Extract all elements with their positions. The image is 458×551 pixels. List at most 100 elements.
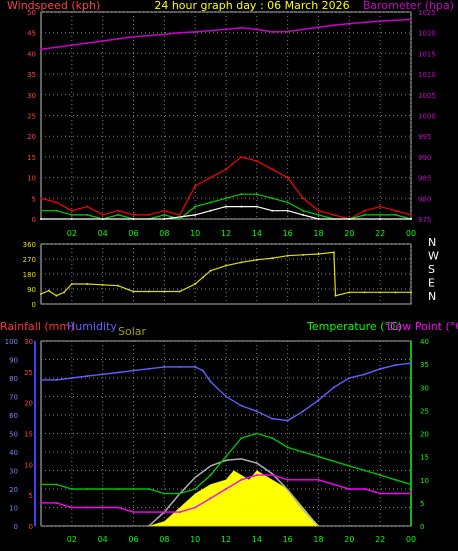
data-point bbox=[209, 29, 212, 32]
data-point bbox=[240, 155, 243, 158]
data-point bbox=[255, 410, 258, 413]
data-point bbox=[379, 492, 382, 495]
x-tick-label: 08 bbox=[159, 535, 169, 544]
x-tick-label: 20 bbox=[344, 229, 354, 238]
data-point bbox=[410, 213, 412, 216]
data-point bbox=[363, 209, 366, 212]
solar-max-line bbox=[148, 458, 320, 527]
humidity-tick-label: 20 bbox=[9, 486, 18, 494]
data-point bbox=[348, 464, 351, 467]
data-point bbox=[55, 201, 58, 204]
y2-tick-label: 975 bbox=[418, 216, 431, 224]
data-point bbox=[286, 201, 289, 204]
y-tick-label: 50 bbox=[27, 9, 36, 17]
data-point bbox=[194, 30, 197, 33]
data-point bbox=[255, 28, 258, 31]
data-point bbox=[70, 506, 73, 509]
y-tick-label: 10 bbox=[27, 175, 36, 183]
data-point bbox=[147, 488, 150, 490]
data-point bbox=[317, 399, 320, 402]
data-point bbox=[163, 365, 166, 368]
data-point bbox=[240, 205, 243, 208]
data-point bbox=[101, 39, 104, 42]
data-point bbox=[132, 35, 135, 38]
data-point bbox=[101, 213, 104, 216]
data-point bbox=[240, 261, 243, 264]
data-point bbox=[178, 492, 181, 495]
x-tick-label: 12 bbox=[221, 535, 231, 544]
data-point bbox=[379, 218, 382, 220]
temperature-label: Temperature (°C) bbox=[306, 320, 402, 333]
data-point bbox=[255, 474, 258, 477]
data-point bbox=[117, 371, 120, 374]
humidity-tick-label: 40 bbox=[9, 449, 18, 457]
data-point bbox=[117, 284, 120, 287]
data-point bbox=[178, 290, 181, 293]
data-point bbox=[302, 451, 305, 453]
data-point bbox=[348, 218, 351, 220]
data-point bbox=[410, 218, 412, 220]
humidity-tick-label: 80 bbox=[9, 375, 18, 383]
data-point bbox=[132, 218, 135, 220]
data-point bbox=[348, 291, 351, 294]
data-point bbox=[286, 446, 289, 449]
data-point bbox=[194, 506, 197, 509]
data-point bbox=[394, 19, 397, 22]
data-point bbox=[194, 488, 197, 490]
compass-label: N bbox=[428, 236, 436, 249]
data-point bbox=[201, 369, 204, 372]
x-tick-label: 10 bbox=[190, 229, 200, 238]
y2-tick-label: 985 bbox=[418, 175, 431, 183]
humidity-tick-label: 60 bbox=[9, 412, 18, 420]
data-point bbox=[271, 257, 274, 260]
solar-label: Solar bbox=[118, 325, 147, 338]
data-point bbox=[70, 209, 73, 212]
data-point bbox=[410, 483, 412, 486]
data-point bbox=[194, 365, 197, 368]
data-point bbox=[286, 30, 289, 33]
data-point bbox=[332, 460, 335, 463]
data-point bbox=[55, 483, 58, 486]
data-point bbox=[40, 378, 42, 381]
data-point bbox=[363, 213, 366, 216]
data-point bbox=[163, 209, 166, 212]
data-point bbox=[163, 290, 166, 293]
y-tick-label: 5 bbox=[32, 195, 36, 203]
y2-tick-label: 1010 bbox=[418, 71, 436, 79]
humidity-line bbox=[41, 362, 412, 422]
data-point bbox=[286, 478, 289, 481]
data-point bbox=[240, 193, 243, 196]
data-point bbox=[286, 209, 289, 212]
data-point bbox=[86, 375, 89, 378]
data-point bbox=[302, 28, 305, 31]
data-point bbox=[317, 218, 320, 220]
data-point bbox=[101, 373, 104, 376]
barometer-axis-title: Barometer (hpa) bbox=[363, 0, 454, 12]
data-point bbox=[194, 205, 197, 208]
data-point bbox=[194, 184, 197, 187]
y-tick-label: 0 bbox=[32, 216, 36, 224]
data-point bbox=[63, 291, 66, 294]
data-point bbox=[394, 478, 397, 481]
data-point bbox=[225, 197, 227, 200]
temp-tick-label: 40 bbox=[420, 338, 429, 346]
y-tick-label: 0 bbox=[32, 301, 36, 309]
data-point bbox=[86, 283, 89, 285]
data-point bbox=[194, 283, 197, 285]
y-tick-label: 40 bbox=[27, 50, 36, 58]
temp-tick-label: 20 bbox=[420, 431, 429, 439]
data-point bbox=[209, 497, 212, 500]
temp-tick-label: 25 bbox=[420, 407, 429, 415]
x-tick-label: 14 bbox=[252, 229, 262, 238]
data-point bbox=[163, 492, 166, 495]
x-tick-label: 06 bbox=[128, 535, 138, 544]
x-tick-label: 16 bbox=[283, 229, 293, 238]
data-point bbox=[394, 364, 397, 367]
data-point bbox=[379, 367, 382, 370]
data-point bbox=[348, 377, 351, 379]
data-point bbox=[147, 511, 150, 514]
data-point bbox=[101, 218, 104, 220]
data-point bbox=[209, 209, 212, 212]
x-tick-label: 10 bbox=[190, 535, 200, 544]
data-point bbox=[101, 283, 104, 286]
